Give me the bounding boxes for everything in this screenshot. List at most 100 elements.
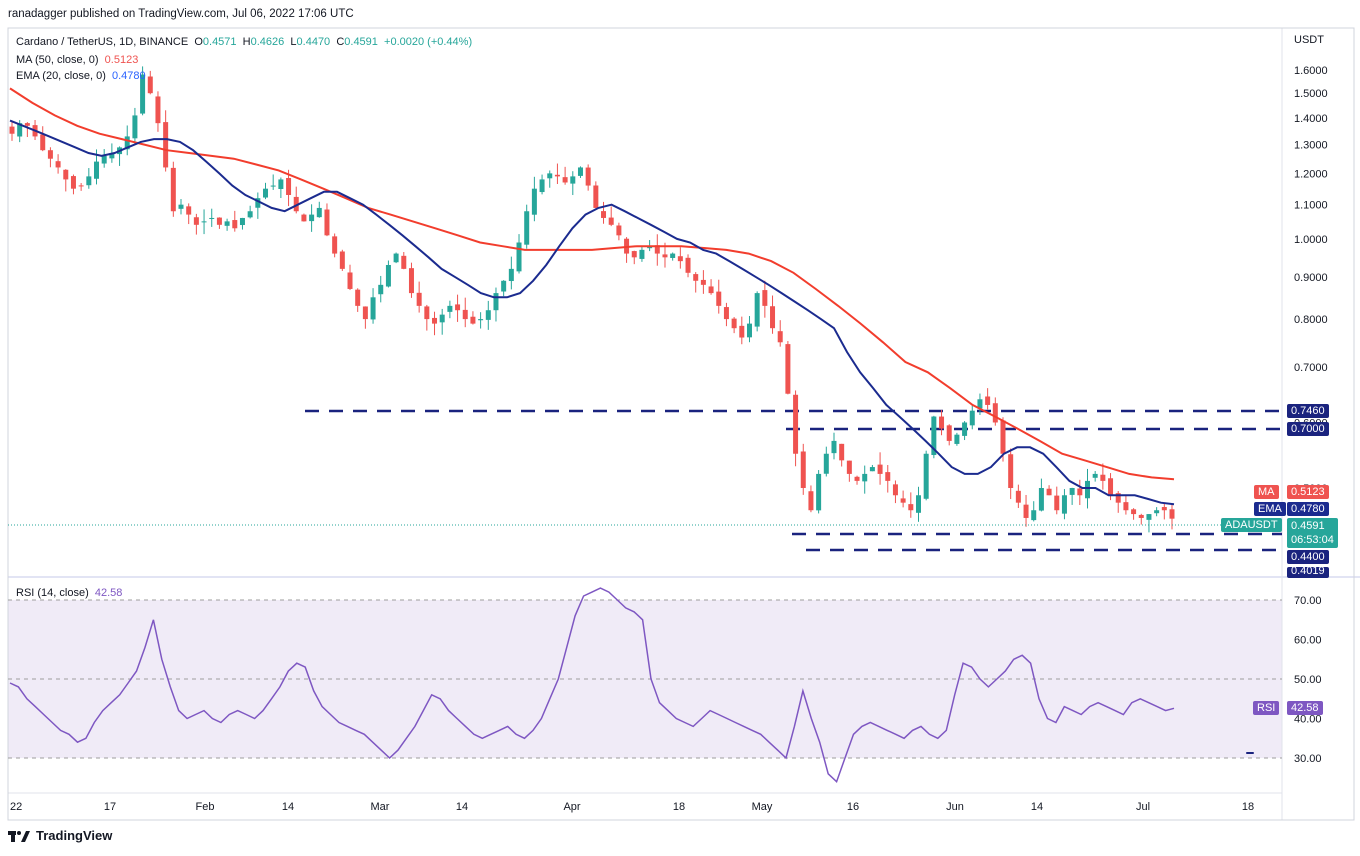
- candle-body: [577, 167, 583, 176]
- candle-body: [869, 467, 875, 472]
- candle-body: [255, 198, 261, 208]
- candle-body: [524, 211, 530, 245]
- candle-body: [455, 304, 461, 311]
- candle-body: [570, 176, 576, 184]
- candle-body: [424, 306, 430, 320]
- candle-body: [631, 251, 637, 258]
- candle-body: [40, 134, 46, 151]
- candle-body: [109, 153, 115, 159]
- candle-body: [55, 161, 61, 168]
- candle-body: [124, 136, 130, 150]
- candle-body: [777, 331, 783, 343]
- candle-body: [808, 491, 814, 511]
- level-badge-0440: 0.4400: [1287, 550, 1329, 564]
- candle-body: [201, 221, 207, 223]
- candlesticks: [9, 66, 1175, 533]
- candle-body: [239, 217, 245, 226]
- candle-body: [270, 185, 276, 187]
- candle-body: [232, 220, 238, 229]
- candle-body: [685, 257, 691, 273]
- ohlc-legend: Cardano / TetherUS, 1D, BINANCE O0.4571 …: [16, 36, 472, 48]
- rsi-legend[interactable]: RSI (14, close) 42.58: [16, 587, 122, 599]
- symbol-badge-price: 0.4591: [1291, 520, 1325, 532]
- candle-body: [432, 317, 438, 324]
- candle-body: [693, 274, 699, 281]
- candle-body: [1108, 478, 1114, 496]
- candle-body: [1092, 473, 1098, 478]
- candle-body: [708, 286, 714, 294]
- price-tick-label: 1.1000: [1294, 200, 1328, 212]
- candle-body: [193, 217, 199, 225]
- candle-body: [216, 217, 222, 225]
- candle-body: [485, 310, 491, 320]
- time-tick-label: Jun: [946, 801, 964, 813]
- candle-body: [17, 123, 23, 137]
- chart-frame: [7, 27, 1355, 821]
- ma-legend-label: MA (50, close, 0): [16, 54, 99, 66]
- open-value: 0.4571: [202, 36, 237, 48]
- candle-body: [94, 161, 100, 179]
- candle-body: [585, 167, 591, 186]
- candle-body: [816, 473, 822, 511]
- candle-body: [839, 443, 845, 461]
- price-tick-label: 1.3000: [1294, 140, 1328, 152]
- candle-body: [1146, 514, 1152, 520]
- candle-body: [846, 460, 852, 474]
- candle-body: [301, 214, 307, 222]
- symbol-badge-countdown: 06:53:04: [1291, 534, 1334, 546]
- ma-legend[interactable]: MA (50, close, 0) 0.5123: [16, 54, 138, 66]
- candle-body: [1061, 495, 1067, 514]
- brand-logo[interactable]: TradingView: [8, 828, 112, 843]
- candle-body: [915, 495, 921, 513]
- candle-body: [670, 253, 676, 258]
- candle-body: [516, 242, 522, 272]
- candle-body: [263, 188, 269, 198]
- candle-body: [877, 464, 883, 474]
- candle-body: [1054, 495, 1060, 511]
- rsi-tick-label: 60.00: [1294, 635, 1322, 647]
- rsi-tick-label: 30.00: [1294, 753, 1322, 765]
- candle-body: [770, 306, 776, 329]
- price-tick-label: 0.7000: [1294, 362, 1328, 374]
- rsi-axis: 70.00 60.00 50.00 40.00 30.00: [1294, 595, 1322, 765]
- price-tick-label: 1.0000: [1294, 234, 1328, 246]
- ema-legend[interactable]: EMA (20, close, 0) 0.4780: [16, 70, 146, 82]
- price-pane[interactable]: [8, 28, 1282, 576]
- candle-body: [493, 293, 499, 311]
- candle-body: [547, 173, 553, 179]
- candle-body: [501, 280, 507, 292]
- level-badge-0700: 0.7000: [1287, 422, 1329, 436]
- candle-body: [946, 425, 952, 441]
- candle-body: [1169, 509, 1175, 519]
- ema-legend-value: 0.4780: [112, 70, 146, 82]
- candle-body: [140, 74, 146, 114]
- close-label: C: [336, 36, 345, 48]
- price-tick-label: 1.2000: [1294, 168, 1328, 180]
- candle-body: [746, 323, 752, 338]
- candle-body: [908, 504, 914, 511]
- rsi-tick-label: 40.00: [1294, 714, 1322, 726]
- time-tick-label: 14: [456, 801, 468, 813]
- symbol-title[interactable]: Cardano / TetherUS, 1D, BINANCE: [16, 36, 189, 48]
- candle-body: [923, 453, 929, 499]
- time-axis: 22 17 Feb 14 Mar 14 Apr 18 May 16 Jun 14 Jul 18: [10, 801, 1254, 813]
- candle-body: [554, 174, 560, 177]
- candle-body: [962, 422, 968, 436]
- candle-body: [1038, 488, 1044, 511]
- candle-body: [408, 268, 414, 294]
- candle-body: [462, 309, 468, 320]
- candle-body: [47, 150, 53, 159]
- price-tick-label: 0.9000: [1294, 272, 1328, 284]
- candle-body: [101, 155, 107, 164]
- candle-body: [785, 344, 791, 394]
- price-tick-label: 0.8000: [1294, 314, 1328, 326]
- candle-body: [447, 305, 453, 312]
- candle-body: [662, 254, 668, 258]
- rsi-band: [8, 600, 1282, 758]
- candle-body: [931, 416, 937, 456]
- candle-body: [416, 292, 422, 306]
- candle-body: [885, 472, 891, 481]
- candle-body: [209, 217, 215, 219]
- candle-body: [639, 249, 645, 259]
- candle-body: [562, 177, 568, 183]
